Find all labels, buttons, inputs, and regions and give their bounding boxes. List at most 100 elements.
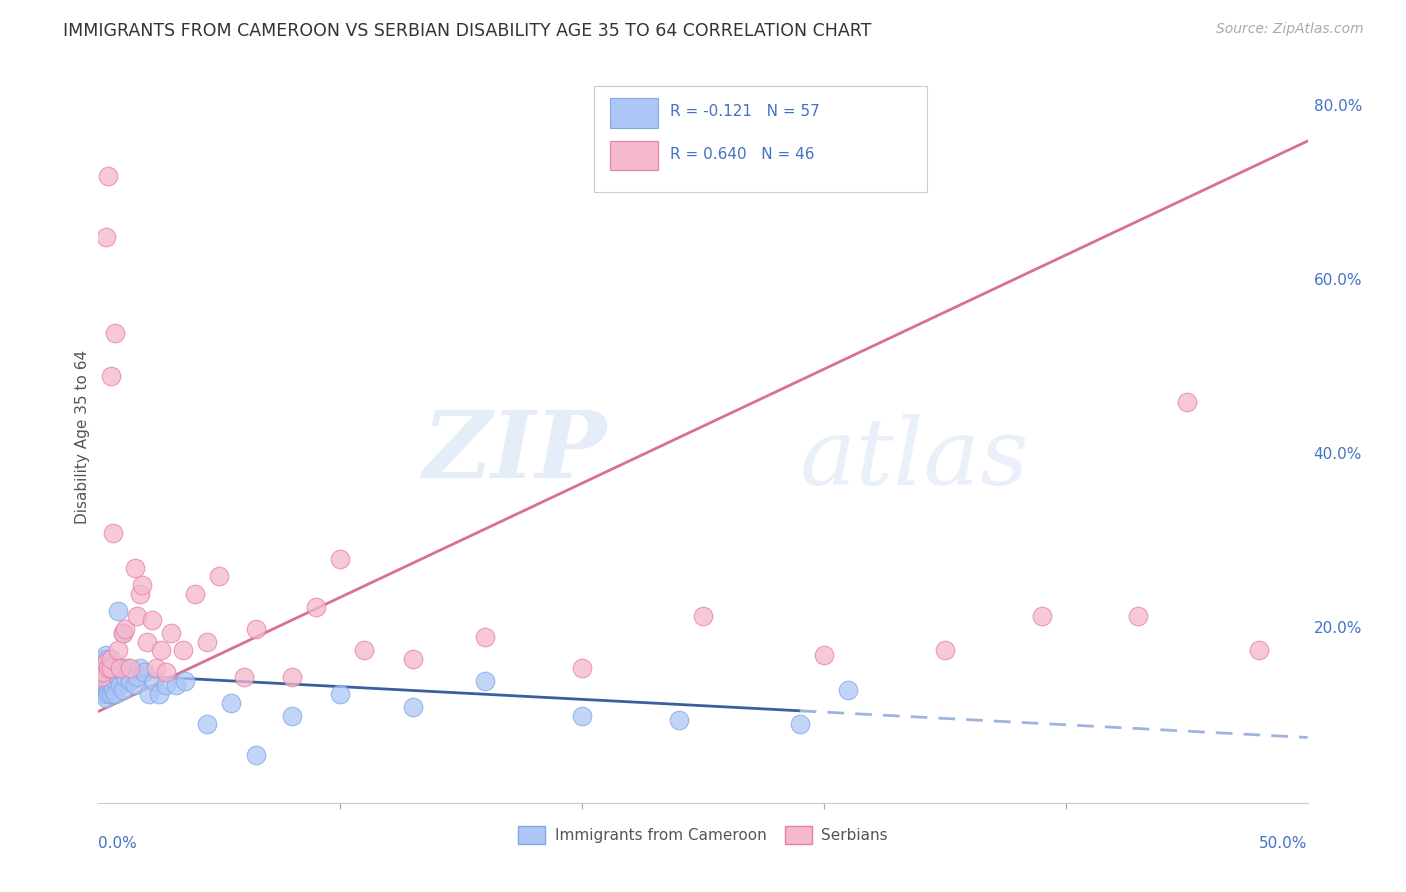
- Point: [117, 661, 139, 675]
- Point: [1249, 643, 1271, 657]
- Point: [104, 661, 127, 675]
- Point: [100, 657, 122, 671]
- Point: [165, 678, 187, 692]
- Point: [104, 687, 127, 701]
- Point: [134, 665, 156, 680]
- Text: 80.0%: 80.0%: [1313, 99, 1362, 113]
- FancyBboxPatch shape: [610, 141, 658, 170]
- Legend: Immigrants from Cameroon, Serbians: Immigrants from Cameroon, Serbians: [512, 820, 894, 850]
- Point: [155, 678, 177, 692]
- Point: [124, 560, 146, 574]
- Point: [90, 669, 112, 683]
- Text: 50.0%: 50.0%: [1260, 836, 1308, 851]
- Text: 0.0%: 0.0%: [98, 836, 138, 851]
- Point: [245, 747, 267, 762]
- Point: [135, 634, 157, 648]
- Point: [90, 669, 112, 683]
- Text: R = -0.121   N = 57: R = -0.121 N = 57: [671, 104, 820, 120]
- Point: [145, 661, 167, 675]
- Point: [97, 652, 120, 666]
- Point: [789, 717, 811, 731]
- Point: [1031, 608, 1053, 623]
- Point: [97, 169, 120, 183]
- Point: [148, 687, 170, 701]
- Point: [114, 622, 136, 636]
- Point: [571, 708, 593, 723]
- Point: [97, 661, 120, 675]
- Point: [155, 665, 177, 680]
- Point: [174, 673, 197, 688]
- Point: [107, 669, 129, 683]
- Point: [172, 643, 194, 657]
- Point: [94, 229, 117, 244]
- Point: [245, 622, 267, 636]
- Point: [114, 669, 136, 683]
- Point: [108, 661, 131, 675]
- Point: [127, 608, 149, 623]
- Point: [124, 678, 146, 692]
- Y-axis label: Disability Age 35 to 64: Disability Age 35 to 64: [75, 350, 90, 524]
- Point: [837, 682, 859, 697]
- Point: [91, 665, 114, 680]
- FancyBboxPatch shape: [595, 86, 927, 192]
- Point: [91, 652, 114, 666]
- Point: [692, 608, 714, 623]
- Point: [329, 687, 352, 701]
- Point: [108, 661, 131, 675]
- Point: [141, 613, 163, 627]
- Point: [97, 682, 120, 697]
- Text: 20.0%: 20.0%: [1313, 621, 1362, 636]
- Point: [101, 525, 124, 540]
- Point: [107, 643, 129, 657]
- Point: [94, 661, 117, 675]
- Point: [94, 669, 117, 683]
- Point: [91, 673, 114, 688]
- Text: IMMIGRANTS FROM CAMEROON VS SERBIAN DISABILITY AGE 35 TO 64 CORRELATION CHART: IMMIGRANTS FROM CAMEROON VS SERBIAN DISA…: [63, 22, 872, 40]
- Point: [329, 552, 352, 566]
- Point: [94, 678, 117, 692]
- Point: [281, 708, 304, 723]
- FancyBboxPatch shape: [610, 98, 658, 128]
- Point: [100, 369, 122, 384]
- Point: [184, 587, 207, 601]
- Point: [138, 687, 160, 701]
- Point: [813, 648, 835, 662]
- Point: [118, 661, 141, 675]
- Point: [208, 569, 231, 583]
- Point: [101, 682, 124, 697]
- Point: [195, 634, 218, 648]
- Point: [1175, 395, 1198, 409]
- Point: [402, 652, 425, 666]
- Point: [111, 682, 134, 697]
- Point: [934, 643, 956, 657]
- Point: [97, 661, 120, 675]
- Point: [91, 687, 114, 701]
- Point: [107, 604, 129, 618]
- Point: [195, 717, 218, 731]
- Text: ZIP: ZIP: [422, 407, 606, 497]
- Point: [128, 587, 150, 601]
- Point: [90, 682, 112, 697]
- Point: [100, 665, 122, 680]
- Point: [474, 631, 496, 645]
- Point: [118, 673, 141, 688]
- Text: Source: ZipAtlas.com: Source: ZipAtlas.com: [1216, 22, 1364, 37]
- Point: [111, 626, 134, 640]
- Point: [127, 669, 149, 683]
- Point: [101, 669, 124, 683]
- Point: [128, 661, 150, 675]
- Point: [100, 661, 122, 675]
- Point: [104, 326, 127, 340]
- Point: [305, 599, 328, 614]
- Point: [90, 657, 112, 671]
- Text: atlas: atlas: [800, 414, 1029, 504]
- Point: [97, 687, 120, 701]
- Point: [91, 665, 114, 680]
- Point: [94, 648, 117, 662]
- Point: [104, 673, 127, 688]
- Point: [353, 643, 375, 657]
- Point: [100, 652, 122, 666]
- Point: [668, 713, 690, 727]
- Point: [100, 678, 122, 692]
- Point: [402, 700, 425, 714]
